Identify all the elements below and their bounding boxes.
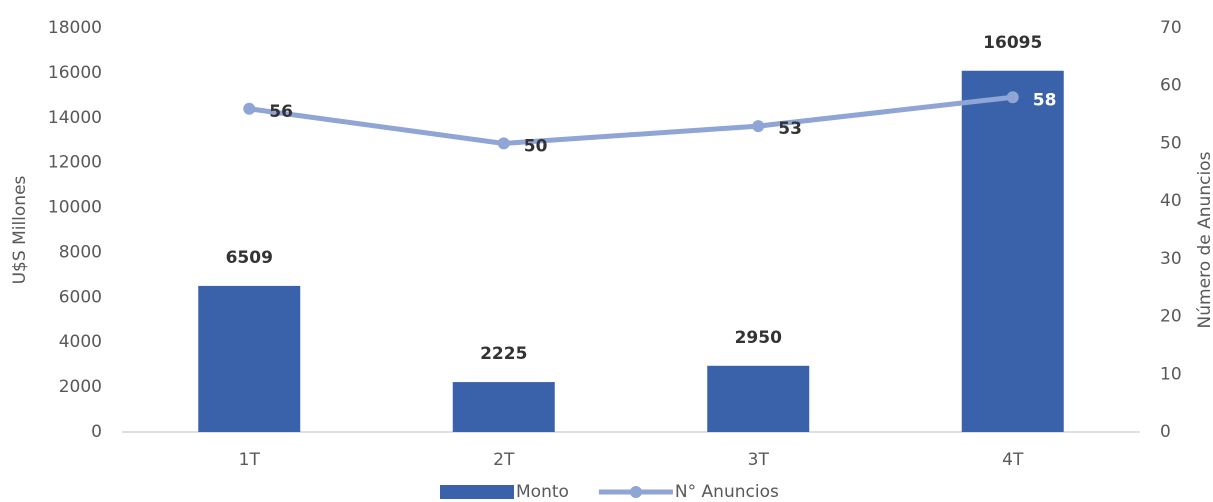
- line-point: [243, 102, 256, 115]
- x-tick-label: 2T: [493, 450, 515, 470]
- y-tick-label: 6000: [59, 287, 102, 307]
- y-axis-label: U$S Millones: [10, 175, 30, 284]
- line: [248, 94, 1014, 146]
- legend-swatch: [629, 486, 642, 498]
- y-tick-label: 2000: [59, 377, 102, 397]
- y2-tick-label: 70: [1160, 18, 1182, 38]
- y2-tick-label: 10: [1160, 364, 1182, 384]
- y-tick-label: 4000: [59, 332, 102, 352]
- data-label: 6509: [226, 248, 273, 268]
- y-tick-label: 18000: [48, 18, 102, 38]
- x-tick-label: 3T: [748, 450, 770, 470]
- line-point: [497, 137, 510, 150]
- y2-tick-label: 40: [1160, 191, 1182, 211]
- data-label: 50: [524, 136, 548, 156]
- data-label: 58: [1033, 90, 1057, 110]
- legend-label: Monto: [516, 482, 569, 502]
- y-tick-label: 16000: [48, 63, 102, 83]
- y2-tick-label: 30: [1160, 249, 1182, 269]
- line-point: [1006, 91, 1019, 104]
- line-point: [752, 120, 765, 133]
- y2-tick-label: 20: [1160, 307, 1182, 327]
- y2-tick-label: 60: [1160, 76, 1182, 96]
- x-tick-label: 1T: [239, 450, 261, 470]
- data-label: 53: [778, 119, 802, 139]
- y-tick-label: 10000: [48, 198, 102, 218]
- bar: [707, 365, 810, 432]
- bar: [198, 285, 301, 432]
- bar: [961, 70, 1064, 433]
- y2-axis-label: Número de Anuncios: [1195, 151, 1213, 328]
- y-tick-label: 8000: [59, 242, 102, 262]
- bar: [452, 382, 555, 432]
- data-label: 16095: [983, 33, 1042, 53]
- data-label: 56: [269, 102, 293, 122]
- y2-tick-label: 50: [1160, 133, 1182, 153]
- y-tick-label: 14000: [48, 108, 102, 128]
- data-label: 2225: [480, 344, 527, 364]
- y-tick-label: 12000: [48, 153, 102, 173]
- x-tick-label: 4T: [1002, 450, 1024, 470]
- y-tick-label: 0: [91, 422, 102, 442]
- data-label: 2950: [735, 328, 782, 348]
- legend-swatch: [440, 485, 514, 499]
- legend-label: N° Anuncios: [675, 482, 779, 502]
- y2-tick-label: 0: [1160, 422, 1171, 442]
